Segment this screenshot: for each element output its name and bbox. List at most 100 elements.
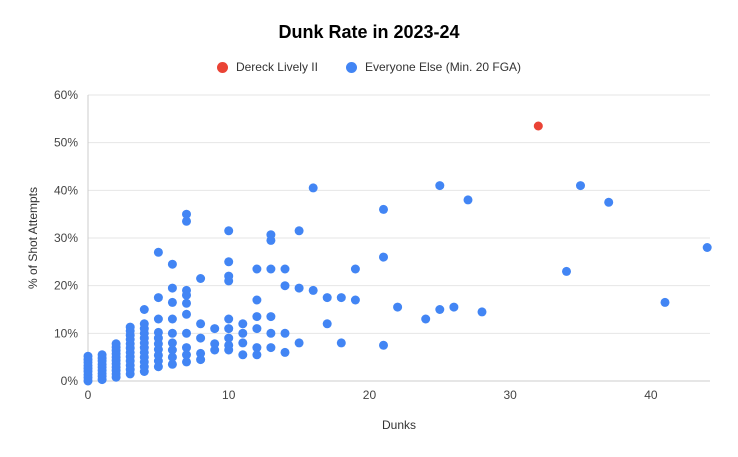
data-point-everyone-else-min-20-fga[interactable] (83, 351, 93, 361)
data-point-everyone-else-min-20-fga[interactable] (167, 338, 177, 348)
data-point-everyone-else-min-20-fga[interactable] (379, 340, 388, 350)
y-tick-label: 40% (54, 183, 78, 197)
data-point-everyone-else-min-20-fga[interactable] (379, 204, 388, 214)
y-axis-title: % of Shot Attempts (26, 186, 40, 290)
data-point-everyone-else-min-20-fga[interactable] (182, 343, 191, 353)
data-point-everyone-else-min-20-fga[interactable] (604, 197, 614, 207)
data-point-everyone-else-min-20-fga[interactable] (266, 312, 276, 322)
data-point-everyone-else-min-20-fga[interactable] (252, 295, 262, 305)
data-point-everyone-else-min-20-fga[interactable] (224, 340, 234, 350)
data-point-everyone-else-min-20-fga[interactable] (252, 264, 262, 274)
y-tick-label: 50% (54, 136, 78, 150)
data-point-everyone-else-min-20-fga[interactable] (182, 285, 191, 295)
data-point-everyone-else-min-20-fga[interactable] (196, 333, 206, 343)
data-point-everyone-else-min-20-fga[interactable] (238, 338, 248, 348)
data-point-everyone-else-min-20-fga[interactable] (336, 293, 346, 303)
data-point-everyone-else-min-20-fga[interactable] (167, 345, 177, 355)
data-point-everyone-else-min-20-fga[interactable] (196, 355, 206, 365)
data-point-everyone-else-min-20-fga[interactable] (660, 297, 670, 307)
data-point-everyone-else-min-20-fga[interactable] (280, 264, 290, 274)
data-point-everyone-else-min-20-fga[interactable] (182, 328, 191, 338)
data-point-everyone-else-min-20-fga[interactable] (224, 226, 234, 236)
data-point-everyone-else-min-20-fga[interactable] (238, 328, 248, 338)
data-point-everyone-else-min-20-fga[interactable] (576, 181, 585, 191)
data-point-everyone-else-min-20-fga[interactable] (224, 271, 234, 281)
data-point-everyone-else-min-20-fga[interactable] (224, 333, 234, 343)
data-point-everyone-else-min-20-fga[interactable] (322, 293, 332, 303)
data-point-everyone-else-min-20-fga[interactable] (477, 307, 487, 317)
data-point-everyone-else-min-20-fga[interactable] (153, 327, 163, 337)
data-point-everyone-else-min-20-fga[interactable] (294, 283, 304, 293)
data-point-everyone-else-min-20-fga[interactable] (238, 319, 248, 329)
data-point-everyone-else-min-20-fga[interactable] (280, 281, 290, 291)
data-point-everyone-else-min-20-fga[interactable] (182, 216, 191, 226)
data-point-everyone-else-min-20-fga[interactable] (224, 324, 234, 334)
data-point-everyone-else-min-20-fga[interactable] (435, 305, 445, 314)
data-point-everyone-else-min-20-fga[interactable] (196, 319, 206, 329)
data-point-everyone-else-min-20-fga[interactable] (182, 350, 191, 360)
legend-item-dereck-lively[interactable]: Dereck Lively II (216, 60, 318, 74)
data-point-everyone-else-min-20-fga[interactable] (139, 319, 149, 329)
data-point-everyone-else-min-20-fga[interactable] (153, 314, 163, 324)
data-point-everyone-else-min-20-fga[interactable] (182, 357, 191, 367)
data-point-everyone-else-min-20-fga[interactable] (393, 302, 403, 312)
data-point-everyone-else-min-20-fga[interactable] (252, 350, 262, 360)
data-point-everyone-else-min-20-fga[interactable] (252, 312, 262, 322)
data-point-everyone-else-min-20-fga[interactable] (702, 243, 712, 252)
data-point-everyone-else-min-20-fga[interactable] (224, 314, 234, 324)
data-point-everyone-else-min-20-fga[interactable] (280, 328, 290, 338)
data-point-everyone-else-min-20-fga[interactable] (167, 297, 177, 307)
chart-title: Dunk Rate in 2023-24 (278, 22, 460, 42)
data-point-everyone-else-min-20-fga[interactable] (463, 195, 473, 205)
data-point-everyone-else-min-20-fga[interactable] (182, 309, 191, 319)
data-point-everyone-else-min-20-fga[interactable] (308, 285, 318, 295)
data-point-everyone-else-min-20-fga[interactable] (210, 339, 220, 349)
data-point-everyone-else-min-20-fga[interactable] (266, 264, 276, 274)
data-point-everyone-else-min-20-fga[interactable] (210, 324, 220, 334)
data-point-everyone-else-min-20-fga[interactable] (280, 347, 290, 357)
legend-label: Dereck Lively II (235, 60, 318, 74)
data-point-everyone-else-min-20-fga[interactable] (167, 359, 177, 369)
data-point-everyone-else-min-20-fga[interactable] (153, 293, 163, 303)
data-point-everyone-else-min-20-fga[interactable] (294, 226, 304, 236)
legend-item-everyone-else[interactable]: Everyone Else (Min. 20 FGA) (345, 60, 521, 74)
data-point-everyone-else-min-20-fga[interactable] (125, 322, 135, 332)
data-point-everyone-else-min-20-fga[interactable] (182, 298, 191, 308)
data-point-everyone-else-min-20-fga[interactable] (350, 295, 360, 305)
data-point-everyone-else-min-20-fga[interactable] (308, 183, 318, 193)
data-point-everyone-else-min-20-fga[interactable] (294, 338, 304, 348)
data-point-everyone-else-min-20-fga[interactable] (167, 328, 177, 338)
data-point-everyone-else-min-20-fga[interactable] (167, 259, 177, 269)
data-point-everyone-else-min-20-fga[interactable] (167, 283, 177, 293)
data-point-everyone-else-min-20-fga[interactable] (97, 350, 107, 360)
data-point-everyone-else-min-20-fga[interactable] (252, 343, 262, 353)
x-tick-label: 30 (503, 388, 517, 402)
data-point-everyone-else-min-20-fga[interactable] (182, 209, 191, 219)
data-point-everyone-else-min-20-fga[interactable] (196, 274, 206, 283)
data-point-everyone-else-min-20-fga[interactable] (224, 257, 234, 267)
data-point-everyone-else-min-20-fga[interactable] (562, 266, 571, 276)
data-point-everyone-else-min-20-fga[interactable] (210, 345, 220, 355)
data-point-everyone-else-min-20-fga[interactable] (266, 343, 276, 353)
data-point-everyone-else-min-20-fga[interactable] (111, 339, 121, 349)
data-point-everyone-else-min-20-fga[interactable] (167, 352, 177, 362)
data-point-everyone-else-min-20-fga[interactable] (350, 264, 360, 274)
legend-dot-red-icon (216, 61, 228, 73)
x-tick-label: 20 (363, 388, 377, 402)
data-point-everyone-else-min-20-fga[interactable] (322, 319, 332, 329)
data-point-everyone-else-min-20-fga[interactable] (336, 338, 346, 348)
data-point-everyone-else-min-20-fga[interactable] (266, 328, 276, 338)
data-point-everyone-else-min-20-fga[interactable] (252, 324, 262, 334)
data-point-everyone-else-min-20-fga[interactable] (379, 252, 388, 262)
data-point-everyone-else-min-20-fga[interactable] (153, 247, 163, 257)
data-point-everyone-else-min-20-fga[interactable] (449, 302, 459, 312)
data-point-everyone-else-min-20-fga[interactable] (167, 314, 177, 324)
data-point-everyone-else-min-20-fga[interactable] (139, 305, 149, 314)
data-point-everyone-else-min-20-fga[interactable] (435, 181, 445, 191)
data-point-everyone-else-min-20-fga[interactable] (421, 314, 431, 324)
data-point-everyone-else-min-20-fga[interactable] (266, 230, 276, 240)
data-point-dereck-lively-ii[interactable] (533, 121, 543, 131)
y-tick-label: 30% (54, 231, 78, 245)
data-point-everyone-else-min-20-fga[interactable] (238, 350, 248, 360)
data-point-everyone-else-min-20-fga[interactable] (196, 348, 206, 358)
